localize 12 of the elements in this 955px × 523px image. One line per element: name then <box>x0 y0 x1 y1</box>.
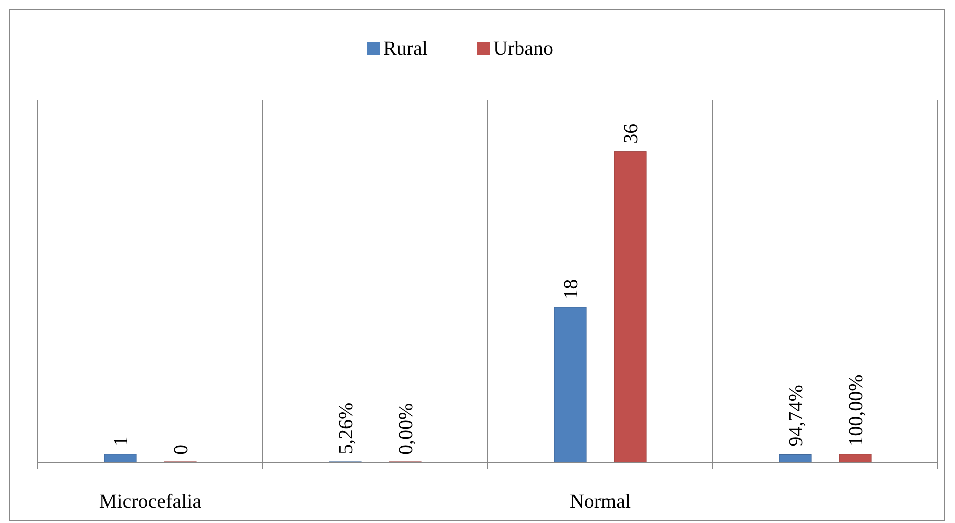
legend-label: Rural <box>384 38 428 60</box>
data-label: 0 <box>170 445 192 455</box>
data-label: 5,26% <box>336 402 358 455</box>
legend-label: Urbano <box>494 38 554 60</box>
data-label: 36 <box>620 124 642 144</box>
data-label: 18 <box>560 279 582 300</box>
x-tick-label: Normal <box>570 491 632 513</box>
x-tick-label: Microcefalia <box>99 491 202 513</box>
data-label: 1 <box>110 436 132 446</box>
data-label: 94,74% <box>786 385 808 447</box>
data-label: 100,00% <box>846 374 868 446</box>
data-label: 0,00% <box>396 403 418 455</box>
